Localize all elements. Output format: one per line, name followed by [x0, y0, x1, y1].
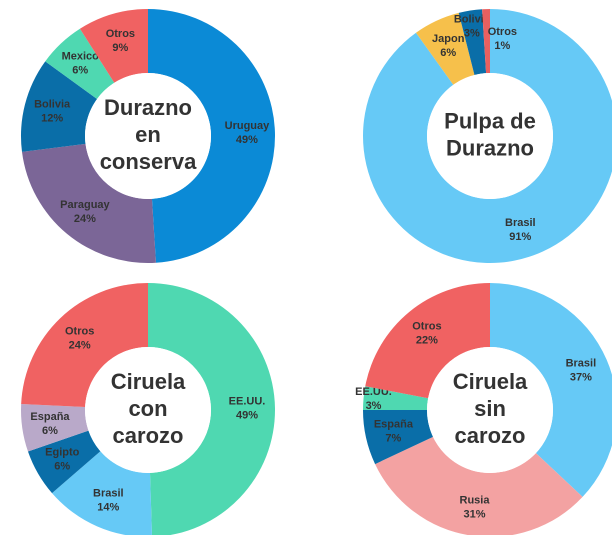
slice-value: 24%: [69, 339, 91, 351]
slice: [148, 283, 275, 535]
slice-label: Egipto: [45, 446, 79, 458]
slice: [482, 9, 490, 74]
slice: [52, 451, 152, 535]
slice-value: 31%: [463, 509, 485, 521]
slice: [45, 28, 115, 99]
slice: [375, 436, 583, 535]
slice-value: 6%: [42, 425, 58, 437]
donut-hole: [85, 73, 211, 199]
chart-title: Ciruela: [111, 369, 186, 394]
slice-value: 3%: [464, 27, 480, 39]
slice-value: 91%: [509, 231, 531, 243]
chart-title: carozo: [113, 423, 184, 448]
slice-value: 7%: [385, 433, 401, 445]
slice: [415, 12, 475, 85]
slice-label: Uruguay: [225, 120, 271, 132]
slice-value: 49%: [236, 409, 258, 421]
slice-label: EE.UU.: [229, 395, 266, 407]
chart-title: Durazno: [446, 135, 534, 160]
slice: [363, 9, 612, 263]
chart-title: en: [135, 122, 161, 147]
slice-label: Japon: [432, 33, 465, 45]
slice: [363, 410, 433, 465]
slice-value: 37%: [570, 372, 592, 384]
slice-label: Bolivia: [34, 98, 71, 110]
slice: [148, 9, 275, 263]
slice-value: 6%: [54, 460, 70, 472]
slice: [21, 403, 89, 452]
slice-label: Bolivia: [454, 13, 491, 25]
slice-value: 9%: [112, 42, 128, 54]
slice-label: España: [30, 411, 70, 423]
chart-title: sin: [474, 396, 506, 421]
donut-hole: [427, 73, 553, 199]
slice-label: Brasil: [505, 217, 536, 229]
slice: [21, 61, 98, 152]
slice: [21, 283, 149, 408]
slice: [365, 283, 490, 399]
slice: [458, 9, 487, 75]
slice-value: 6%: [440, 47, 456, 59]
slice-value: 1%: [494, 40, 510, 52]
slice-label: España: [374, 419, 414, 431]
slice: [22, 143, 156, 263]
slice-value: 22%: [416, 335, 438, 347]
slice: [490, 283, 612, 497]
slice: [79, 9, 148, 83]
slice: [27, 430, 101, 494]
chart-title: conserva: [100, 149, 197, 174]
chart-title: Pulpa de: [444, 108, 536, 133]
slice-label: Otros: [488, 26, 517, 38]
slice-value: 3%: [366, 400, 382, 412]
slice-label: Otros: [106, 28, 135, 40]
chart-title: carozo: [455, 423, 526, 448]
slice-value: 24%: [74, 213, 96, 225]
donut-hole: [85, 347, 211, 473]
slice-label: Paraguay: [60, 199, 110, 211]
slice-value: 49%: [236, 134, 258, 146]
donut-hole: [427, 347, 553, 473]
slice-label: Rusia: [460, 495, 491, 507]
slice-value: 14%: [97, 502, 119, 514]
chart-title: Durazno: [104, 95, 192, 120]
slice-label: Brasil: [566, 358, 597, 370]
chart-title: Ciruela: [453, 369, 528, 394]
slice-label: Brasil: [93, 488, 124, 500]
slice-value: 6%: [72, 65, 88, 77]
slice-label: Otros: [412, 321, 441, 333]
slice-value: 12%: [41, 112, 63, 124]
slice-label: Mexico: [62, 51, 100, 63]
slice-label: Otros: [65, 325, 94, 337]
chart-title: con: [128, 396, 167, 421]
slice: [363, 386, 429, 410]
